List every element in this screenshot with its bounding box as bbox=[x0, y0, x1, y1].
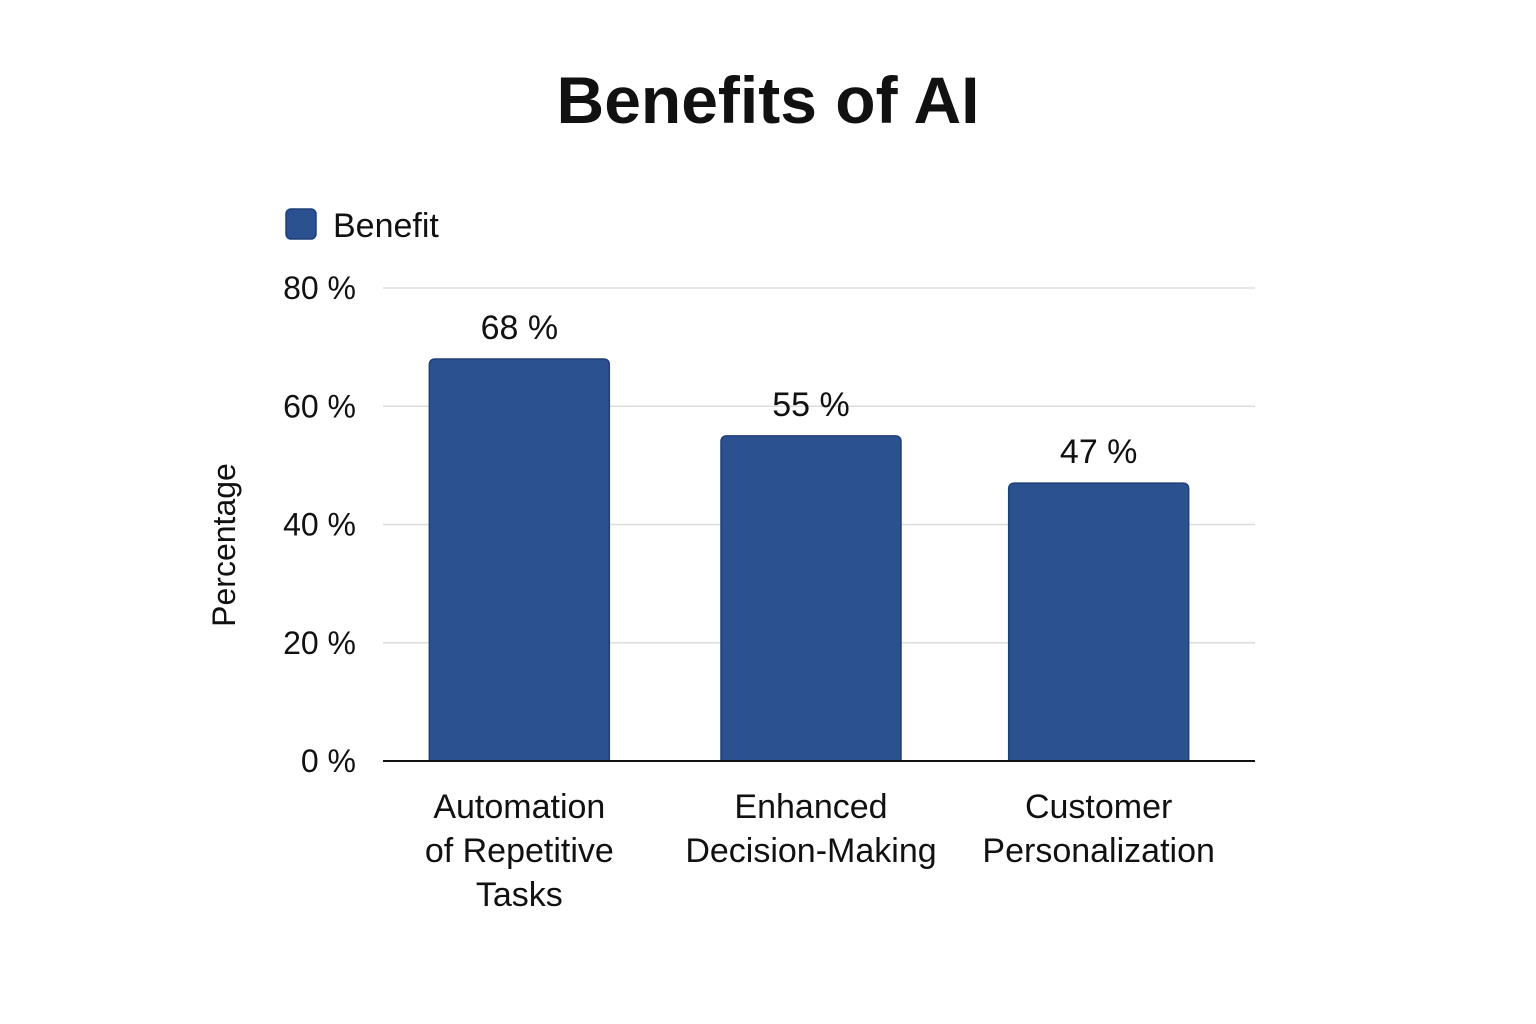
bar bbox=[720, 435, 902, 762]
x-tick-label: Enhanced Decision-Making bbox=[685, 788, 936, 870]
bar bbox=[428, 358, 611, 762]
x-tick-label: Customer Personalization bbox=[982, 788, 1214, 870]
data-label: 68 % bbox=[481, 309, 559, 347]
bar bbox=[1007, 482, 1190, 762]
y-axis-title: Percentage bbox=[206, 463, 242, 627]
bars bbox=[428, 358, 1190, 762]
legend: Benefit bbox=[285, 207, 439, 245]
y-tick-label: 20 % bbox=[283, 625, 356, 661]
data-label: 47 % bbox=[1060, 433, 1138, 471]
chart-title: Benefits of AI bbox=[556, 63, 980, 137]
legend-label: Benefit bbox=[333, 207, 439, 245]
y-tick-label: 80 % bbox=[283, 270, 356, 306]
x-tick-label: Automation of Repetitive Tasks bbox=[425, 788, 614, 914]
y-tick-label: 40 % bbox=[283, 507, 356, 543]
labels: 0 % 20 % 40 % 60 % 80 % 68 % Automation of Repe… bbox=[206, 270, 1215, 914]
legend-swatch bbox=[285, 208, 317, 240]
y-tick-label: 0 % bbox=[301, 743, 356, 779]
data-label: 55 % bbox=[772, 386, 850, 424]
y-tick-label: 60 % bbox=[283, 388, 356, 424]
